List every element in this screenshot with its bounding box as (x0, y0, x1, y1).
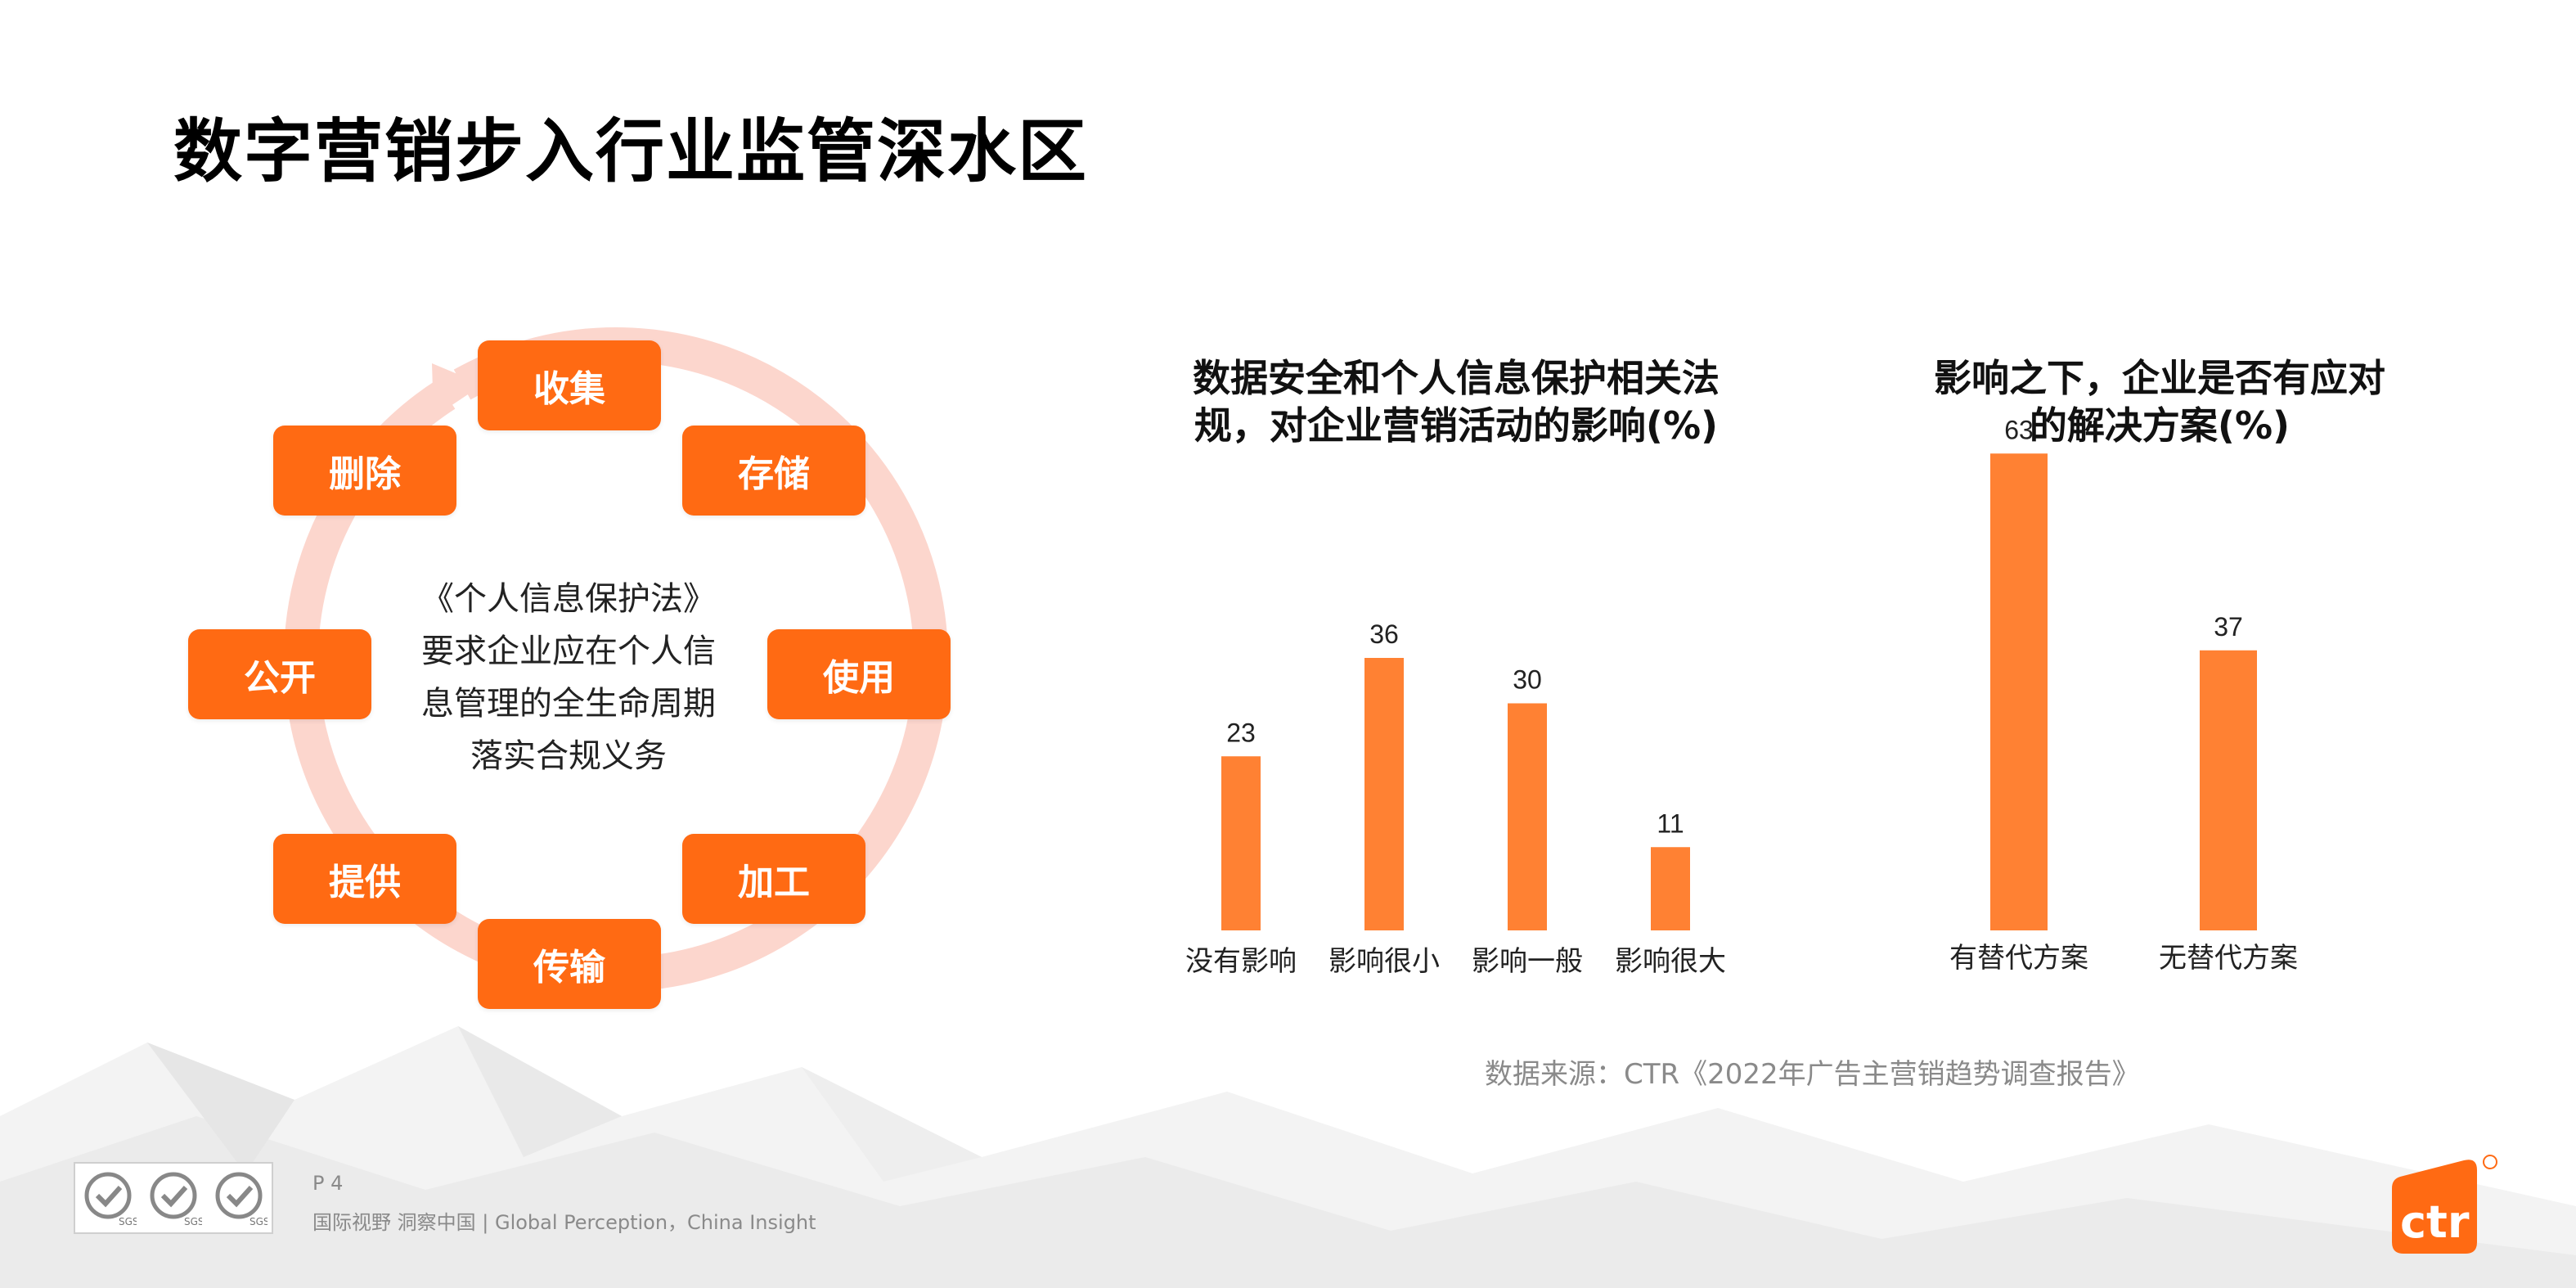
center-line: 息管理的全生命周期 (421, 685, 716, 723)
chart1-category-label: 影响很大 (1615, 945, 1726, 978)
chart2-title-line: 影响之下，企业是否有应对 (1934, 356, 2385, 400)
chart1-category-label: 没有影响 (1185, 945, 1297, 978)
chart1-category-label: 影响一般 (1472, 945, 1583, 978)
cycle-node-collect: 收集 (478, 340, 661, 430)
cycle-center-text: 《个人信息保护法》 要求企业应在个人信 息管理的全生命周期 落实合规义务 (372, 573, 765, 782)
chart1-title-line: 数据安全和个人信息保护相关法 (1193, 356, 1720, 400)
chart2-category-label: 无替代方案 (2159, 942, 2298, 975)
seal-label: SGS (184, 1216, 202, 1227)
chart1-bar (1651, 847, 1690, 930)
sgs-seal-icon: SGS (215, 1172, 267, 1227)
certification-seals: SGS SGS SGS (74, 1162, 273, 1234)
chart2-value-label: 37 (2214, 612, 2243, 642)
cycle-node-delete: 删除 (273, 426, 456, 516)
chart1-bar (1221, 756, 1261, 930)
chart2-value-label: 63 (2004, 415, 2034, 444)
center-line: 要求企业应在个人信 (421, 633, 716, 670)
cycle-node-use: 使用 (767, 629, 951, 719)
chart1-title-line: 规，对企业营销活动的影响(%) (1194, 403, 1719, 448)
cycle-node-publish: 公开 (188, 629, 371, 719)
chart1-category-label: 影响很小 (1328, 945, 1440, 978)
data-source: 数据来源：CTR《2022年广告主营销趋势调查报告》 (1485, 1058, 2140, 1091)
background-mountains (0, 1026, 2576, 1288)
chart2-bar (1990, 453, 2048, 930)
chart1-bar (1364, 658, 1404, 930)
chart1-value-label: 30 (1513, 665, 1542, 695)
chart2-title-line: 的解决方案(%) (2029, 403, 2291, 448)
sgs-seal-icon: SGS (84, 1172, 137, 1227)
cycle-node-store: 存储 (682, 426, 865, 516)
chart1-value-label: 23 (1226, 718, 1256, 747)
ring-arrowhead (432, 363, 483, 417)
sgs-seal-icon: SGS (150, 1172, 202, 1227)
chart1-bar (1508, 703, 1547, 930)
page-title: 数字营销步入行业监管深水区 (173, 111, 1089, 191)
page-number: P 4 (312, 1172, 344, 1195)
seal-label: SGS (119, 1216, 137, 1227)
chart2-bar (2200, 650, 2257, 930)
logo-text: ctr (2400, 1196, 2470, 1248)
seal-label: SGS (250, 1216, 267, 1227)
center-line: 《个人信息保护法》 (421, 580, 716, 618)
center-line: 落实合规义务 (470, 737, 667, 775)
chart1-title: 数据安全和个人信息保护相关法 规，对企业营销活动的影响(%) (1145, 354, 1767, 449)
cycle-node-provide: 提供 (273, 834, 456, 924)
cycle-node-process: 加工 (682, 834, 865, 924)
cycle-node-transmit: 传输 (478, 919, 661, 1009)
chart1-value-label: 11 (1657, 808, 1684, 838)
chart2-category-label: 有替代方案 (1949, 942, 2088, 975)
ctr-logo: ctr (2392, 1155, 2497, 1254)
footer-slogan: 国际视野 洞察中国 | Global Perception，China Insi… (312, 1211, 816, 1234)
chart1-value-label: 36 (1369, 619, 1399, 649)
chart2-title: 影响之下，企业是否有应对 的解决方案(%) (1873, 354, 2446, 449)
